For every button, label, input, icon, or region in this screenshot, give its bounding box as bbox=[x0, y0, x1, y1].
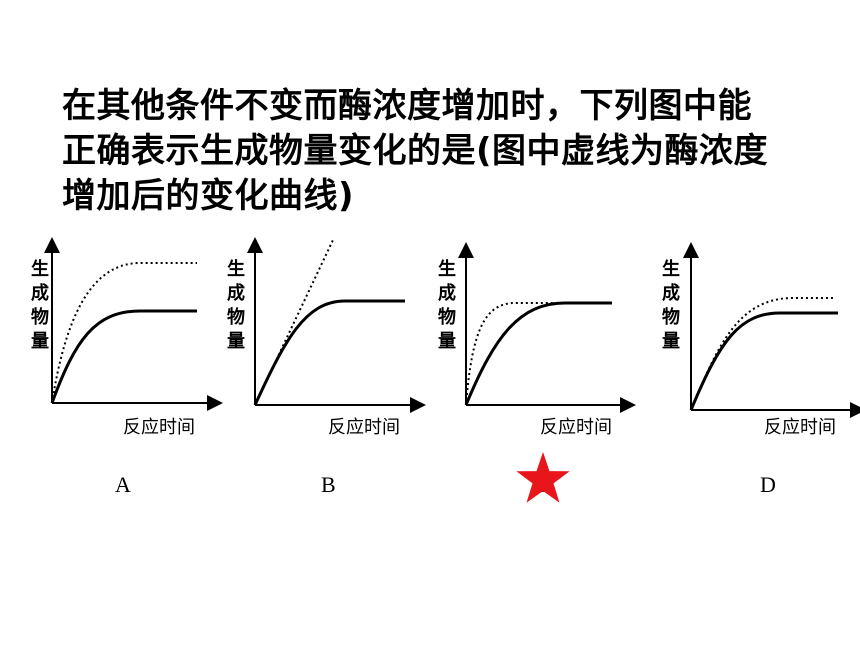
y-axis-label: 生成物量 bbox=[662, 259, 680, 352]
option-label: A bbox=[115, 472, 131, 497]
curve-dotted bbox=[51, 262, 197, 404]
question-line: 在其他条件不变而酶浓度增加时，下列图中能 bbox=[62, 86, 752, 126]
curve-dotted bbox=[690, 297, 835, 411]
y-axis-label: 生成物量 bbox=[31, 259, 49, 352]
y-axis-label: 生成物量 bbox=[438, 259, 456, 352]
x-axis-label: 反应时间 bbox=[123, 417, 195, 438]
curve-solid bbox=[50, 309, 197, 404]
question-line: 正确表示生成物量变化的是(图中虚线为酶浓度 bbox=[62, 131, 769, 171]
answer-star bbox=[516, 452, 570, 503]
curve-dotted bbox=[465, 302, 612, 406]
x-axis-label: 反应时间 bbox=[328, 417, 400, 438]
question-line: 增加后的变化曲线) bbox=[62, 176, 355, 216]
x-axis-label: 反应时间 bbox=[540, 417, 612, 438]
curve-dotted bbox=[254, 239, 334, 406]
option-label: D bbox=[760, 472, 776, 497]
x-axis-label: 反应时间 bbox=[764, 417, 836, 438]
option-label: B bbox=[321, 472, 336, 497]
curve-solid bbox=[464, 301, 612, 406]
y-axis-label: 生成物量 bbox=[227, 259, 245, 352]
